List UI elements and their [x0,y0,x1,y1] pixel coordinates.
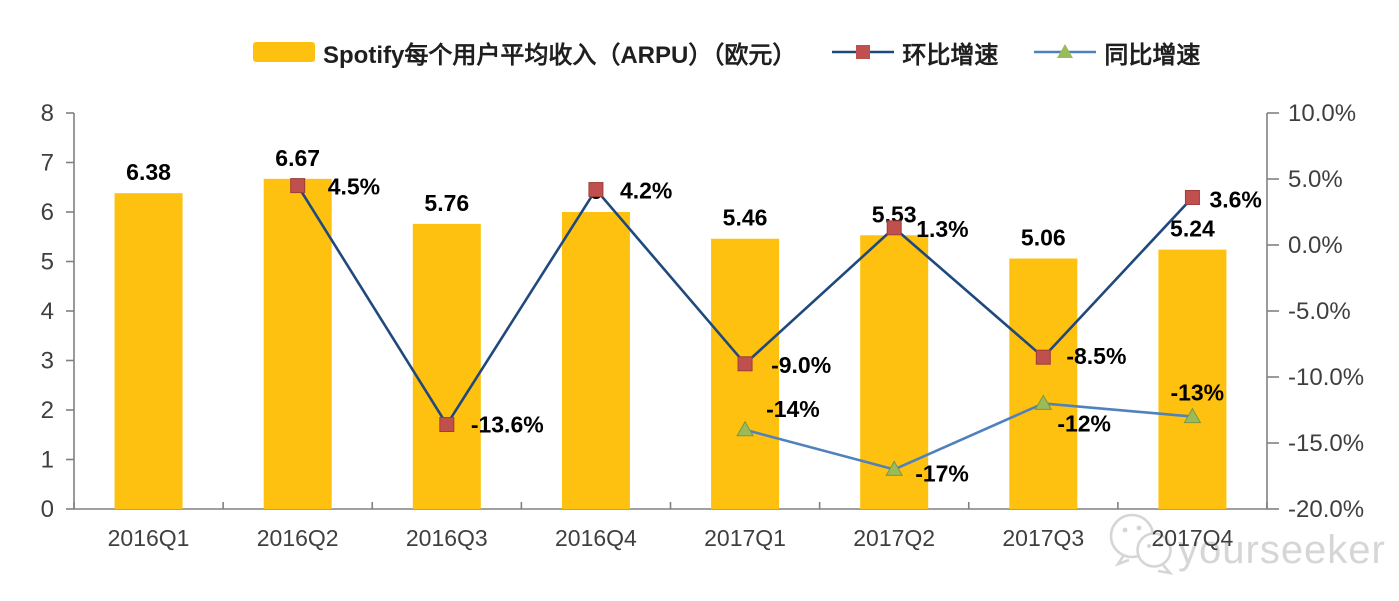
arpu-bar-swatch [253,42,315,62]
x-axis-label: 2017Q4 [1152,525,1234,551]
legend-label-qoq: 环比增速 [902,41,999,69]
x-axis-label: 2016Q3 [406,525,488,551]
环比增速-marker [737,356,753,372]
wechat-icon-small-tail [1157,564,1174,575]
left-axis-tick-label: 4 [41,298,54,325]
bar [1158,249,1227,509]
left-axis-tick-label: 5 [41,249,54,276]
同比增速-data-label: -13% [1170,380,1224,406]
bar-value-label: 6.67 [275,145,320,171]
watermark-text: yourseeker [1178,528,1386,572]
left-axis-tick-label: 8 [41,100,54,127]
同比增速-marker [885,460,904,476]
qoq-swatch-square-marker [856,45,871,59]
legend-label-yoy: 同比增速 [1104,41,1201,69]
legend-label-arpu: Spotify每个用户平均收入（ARPU）（欧元） [323,41,797,69]
环比增速-data-label: 4.2% [620,178,672,204]
同比增速-data-label: -14% [766,396,820,422]
bar-value-label: 5.46 [723,205,768,231]
right-axis-tick-label: 0.0% [1288,232,1343,259]
wechat-icon [1109,513,1174,575]
bar [1009,258,1078,509]
right-axis-tick-label: -10.0% [1288,364,1364,391]
环比增速-data-label: -13.6% [471,412,544,438]
legend-item-yoy: 同比增速 [1034,35,1200,70]
left-axis-tick-label: 3 [41,348,54,375]
环比增速-marker [588,182,604,198]
left-axis-tick-label: 0 [41,496,54,523]
legend-item-arpu: Spotify每个用户平均收入（ARPU）（欧元） [253,35,796,70]
right-axis-tick-label: 10.0% [1288,100,1356,127]
left-axis-tick-label: 6 [41,199,54,226]
bar [561,212,630,509]
环比增速-data-label: 3.6% [1209,186,1261,212]
wechat-icon-small-bubble [1136,532,1172,568]
同比增速-data-label: -12% [1057,410,1111,436]
left-axis-tick-label: 7 [41,150,54,177]
环比增速-marker [886,220,902,236]
wechat-icon-big-tail [1114,554,1130,567]
环比增速-data-label: 4.5% [328,174,380,200]
同比增速-marker [1034,394,1053,410]
环比增速-data-label: -8.5% [1066,343,1126,369]
bar-value-label: 6.38 [126,159,171,185]
环比增速-marker [439,417,455,433]
环比增速-marker [1035,349,1051,365]
bar-value-label: 5.76 [424,190,469,216]
x-axis-label: 2016Q4 [555,525,637,551]
x-axis-label: 2017Q3 [1002,525,1084,551]
wechat-icon-eye [1136,525,1142,531]
wechat-icon-eye [1122,527,1128,533]
legend-item-qoq: 环比增速 [832,35,998,70]
bar [711,238,780,510]
bar-value-label: 5.24 [1170,216,1215,242]
bar [114,193,183,509]
right-axis-tick-label: -20.0% [1288,496,1364,523]
bar-swatch-rect [253,42,315,62]
x-axis-label: 2016Q2 [257,525,339,551]
yoy-line-swatch [1034,44,1097,58]
right-axis-tick-label: 5.0% [1288,166,1343,193]
同比增速-data-label: -17% [915,460,969,486]
x-axis-label: 2016Q1 [108,525,190,551]
环比增速-data-label: 1.3% [916,216,968,242]
同比增速-marker [736,420,754,437]
wechat-icon-eye [1158,543,1162,547]
bar [412,223,481,509]
qoq-line-swatch [832,45,895,59]
bar [263,178,332,509]
chart-legend: Spotify每个用户平均收入（ARPU）（欧元） 环比增速 同比增速 [253,30,1200,74]
right-axis-tick-label: -15.0% [1288,430,1364,457]
环比增速-data-label: -9.0% [771,352,831,378]
wechat-icon-eye [1147,544,1151,548]
right-axis-tick-label: -5.0% [1288,298,1351,325]
x-axis-label: 2017Q2 [853,525,935,551]
bar-value-label: 5.06 [1021,225,1066,251]
left-axis-tick-label: 1 [41,447,54,474]
同比增速-marker [1183,407,1202,424]
left-axis-tick-label: 2 [41,397,54,424]
yoy-swatch-triangle-marker [1057,44,1074,58]
x-axis-label: 2017Q1 [704,525,786,551]
环比增速-marker [290,178,306,194]
环比增速-marker [1184,189,1200,205]
同比增速-line [744,402,1193,471]
